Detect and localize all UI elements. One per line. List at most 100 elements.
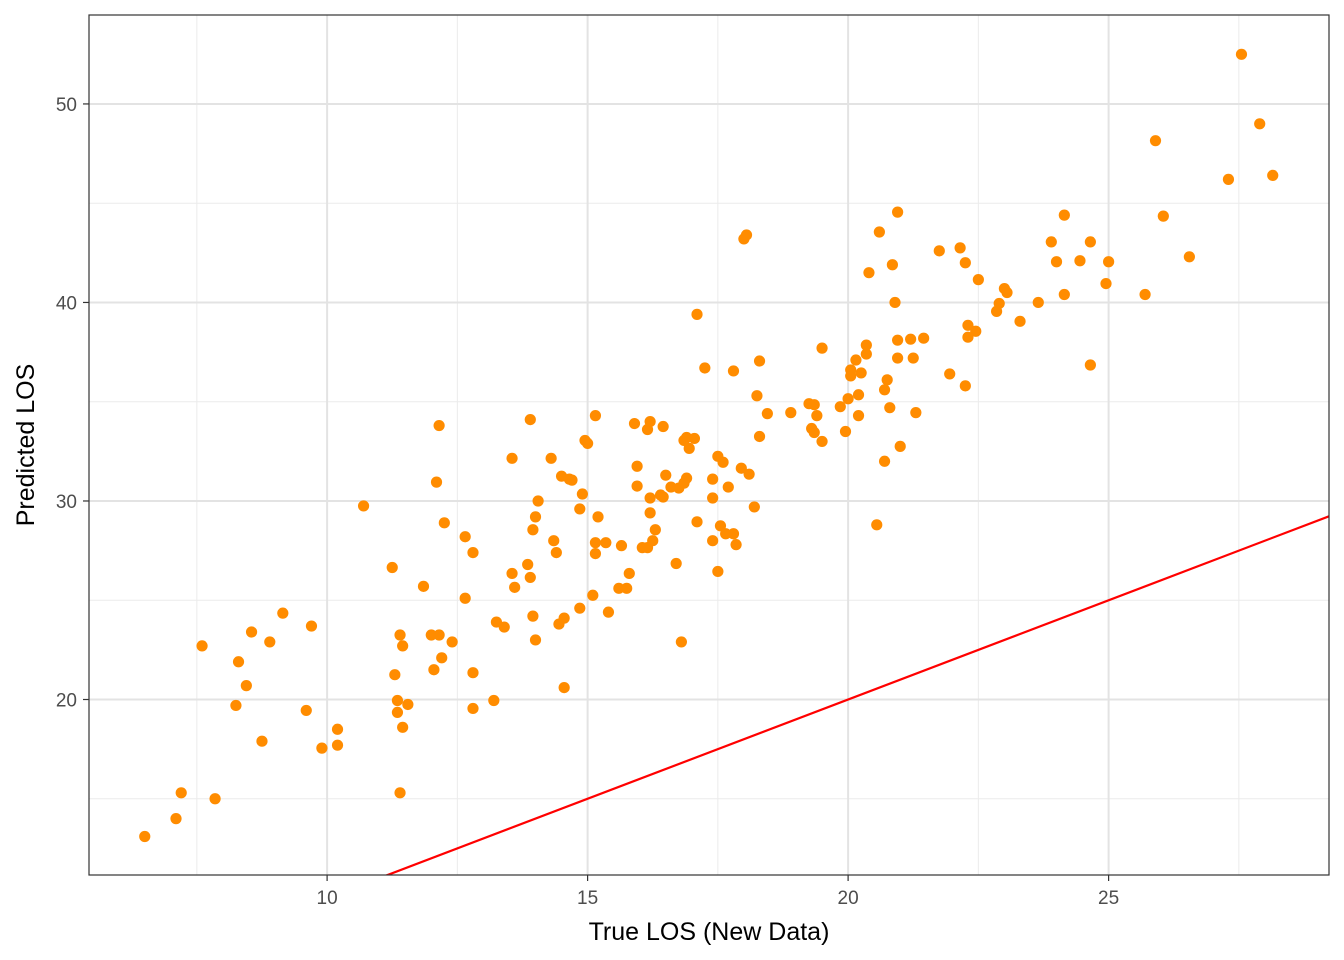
x-tick-label: 15	[577, 888, 598, 909]
data-point	[170, 813, 182, 825]
data-point	[699, 362, 711, 374]
data-point	[748, 501, 760, 513]
data-point	[587, 589, 599, 601]
data-point	[892, 352, 904, 364]
x-tick-label: 20	[838, 888, 859, 909]
data-point	[623, 567, 635, 580]
data-point	[944, 368, 956, 380]
data-point	[881, 374, 893, 386]
data-point	[425, 629, 437, 641]
data-point	[1058, 288, 1070, 301]
data-point	[753, 430, 766, 443]
x-tick-label: 25	[1098, 888, 1119, 909]
y-tick-label: 30	[56, 492, 77, 513]
data-point	[391, 694, 404, 707]
data-point	[545, 452, 557, 464]
data-point	[878, 384, 891, 396]
data-point	[962, 319, 974, 331]
data-point	[615, 540, 628, 552]
data-point	[727, 365, 740, 377]
data-point	[649, 524, 661, 536]
data-point	[402, 698, 414, 711]
data-point	[628, 417, 641, 430]
data-point	[1050, 256, 1063, 268]
data-point	[852, 389, 865, 401]
data-point	[582, 437, 594, 450]
data-point	[688, 432, 701, 445]
data-point	[446, 636, 458, 648]
data-point	[522, 558, 534, 571]
data-point	[691, 308, 703, 320]
data-point	[707, 492, 719, 504]
data-point	[918, 332, 930, 344]
data-point	[1074, 255, 1086, 267]
data-point	[670, 557, 682, 570]
plot-panel	[89, 15, 1329, 875]
data-point	[1045, 236, 1057, 248]
data-point	[905, 333, 917, 345]
data-point	[467, 546, 479, 559]
data-point	[232, 656, 245, 668]
data-point	[675, 636, 687, 648]
data-point	[417, 580, 430, 592]
grid-lines	[89, 15, 1329, 875]
data-point	[720, 528, 732, 540]
data-point	[459, 531, 471, 543]
data-point	[529, 511, 542, 523]
data-point	[433, 419, 445, 432]
axis-ticks: 10 15 20 25 20 30 40 50	[56, 95, 1119, 909]
data-point	[743, 468, 755, 480]
data-point	[498, 621, 510, 633]
data-point	[139, 830, 151, 843]
data-point	[1183, 251, 1195, 263]
data-point	[852, 410, 865, 422]
data-point	[529, 634, 542, 646]
data-point	[357, 500, 370, 512]
data-point	[532, 495, 544, 507]
data-point	[1157, 210, 1169, 222]
data-point	[657, 491, 669, 503]
panel-border	[88, 14, 1330, 876]
data-point	[245, 626, 258, 638]
data-point	[394, 787, 406, 799]
data-point	[816, 342, 828, 354]
data-point	[433, 629, 445, 641]
data-point	[842, 393, 854, 405]
data-point	[391, 706, 404, 719]
data-point	[878, 455, 891, 467]
data-point	[1100, 278, 1112, 290]
data-point	[589, 547, 602, 560]
data-points	[139, 48, 1279, 843]
data-point	[305, 620, 318, 632]
data-point	[894, 440, 906, 452]
data-point	[175, 787, 187, 799]
data-point	[753, 355, 766, 367]
data-point	[647, 535, 659, 547]
data-point	[1084, 236, 1096, 248]
data-point	[680, 472, 693, 484]
data-point	[230, 699, 242, 712]
data-point	[1001, 286, 1013, 299]
data-point	[860, 348, 872, 360]
y-tick-label: 50	[56, 95, 77, 116]
data-point	[811, 410, 823, 422]
data-point	[300, 704, 312, 717]
data-point	[761, 408, 773, 420]
data-point	[389, 669, 401, 681]
data-point	[892, 206, 904, 218]
data-point	[436, 652, 448, 664]
data-point	[860, 339, 872, 351]
x-tick-label: 10	[317, 888, 338, 909]
data-point	[277, 607, 289, 619]
data-point	[785, 407, 797, 419]
data-point	[209, 793, 221, 805]
data-point	[962, 331, 974, 343]
y-tick-label: 20	[56, 691, 77, 712]
data-point	[386, 561, 398, 574]
data-point	[600, 537, 612, 549]
data-point	[959, 257, 971, 269]
data-point	[1032, 296, 1044, 309]
data-point	[316, 742, 328, 754]
identity-reference-line	[384, 515, 1329, 875]
